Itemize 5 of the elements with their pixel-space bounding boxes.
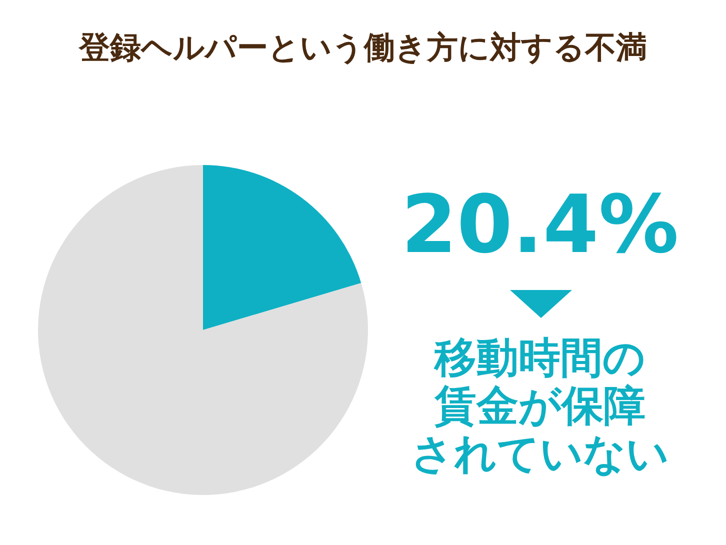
legend-label: 移動時間の賃金が保障されていない (411, 333, 669, 478)
pie-slice (38, 165, 368, 495)
chart-title: 登録ヘルパーという働き方に対する不満 (78, 30, 647, 66)
pie-slice (203, 165, 362, 330)
data-label: 20.4% (401, 178, 679, 271)
